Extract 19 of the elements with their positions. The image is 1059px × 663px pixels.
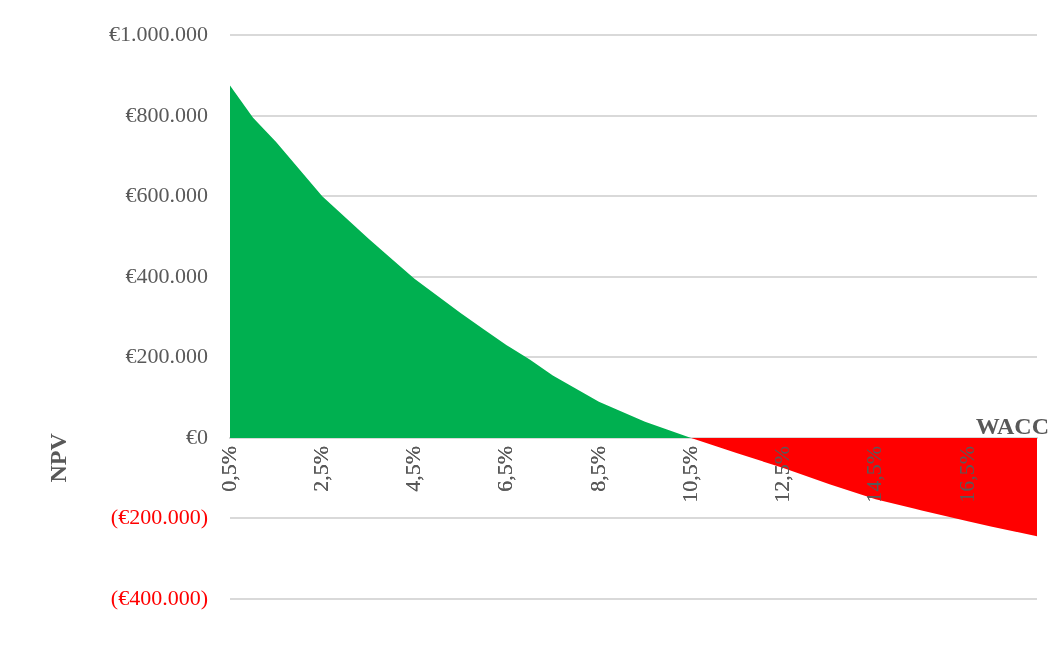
y-tick-label: (€400.000) (110, 584, 208, 610)
x-tick-label: 6,5% (492, 445, 518, 492)
x-tick-label: 12,5% (769, 445, 795, 503)
y-axis-title: NPV (45, 432, 72, 483)
y-tick-label: €400.000 (125, 262, 208, 288)
y-tick-label: €200.000 (125, 343, 208, 369)
y-tick-label: €1.000.000 (109, 20, 208, 46)
y-tick-label: €800.000 (125, 101, 208, 127)
x-tick-label: 8,5% (584, 445, 610, 492)
x-tick-label: 2,5% (308, 445, 334, 492)
x-tick-label: 4,5% (400, 445, 426, 492)
y-tick-label: (€200.000) (110, 504, 208, 530)
x-tick-label: 0,5% (215, 445, 241, 492)
x-tick-label: 14,5% (861, 445, 887, 503)
x-tick-label: 16,5% (953, 445, 979, 503)
x-tick-label: 10,5% (676, 445, 702, 503)
x-axis-title: WACC (975, 413, 1049, 440)
y-tick-label: €0 (186, 423, 208, 449)
y-tick-label: €600.000 (125, 182, 208, 208)
